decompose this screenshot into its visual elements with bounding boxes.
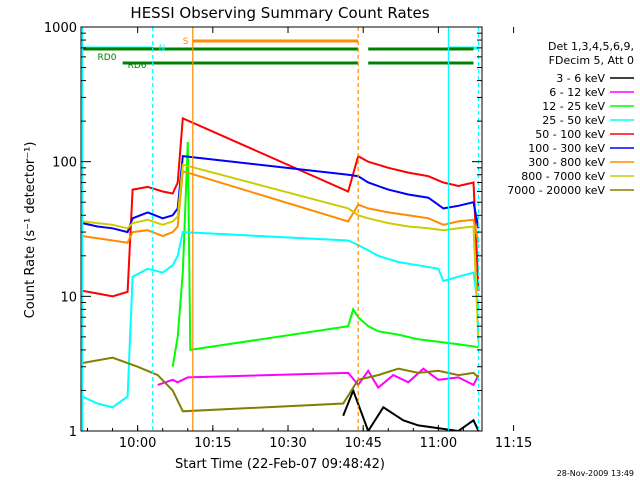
y-axis-label: Count Rate (s⁻¹ detector⁻¹) — [23, 142, 38, 319]
x-tick-label: 10:00 — [119, 436, 156, 451]
legend-label: 25 - 50 keV — [542, 114, 605, 127]
series-line — [342, 387, 480, 431]
legend-label: 50 - 100 keV — [535, 128, 605, 141]
series-line — [82, 116, 480, 298]
rd6-label: RD6 — [128, 61, 147, 71]
y-tick-label: 10 — [60, 290, 77, 305]
x-tick-label: 10:45 — [344, 436, 381, 451]
series-line — [82, 154, 480, 234]
legend-label: 6 - 12 keV — [549, 86, 605, 99]
legend: Det 1,3,4,5,6,9,FDecim 5, Att 0 3 - 6 keV… — [507, 40, 634, 197]
x-axis-label: Start Time (22-Feb-07 09:48:42) — [175, 457, 385, 472]
legend-label: 7000 - 20000 keV — [507, 184, 605, 197]
plot-marks: S N RD0 RD6 — [81, 27, 480, 431]
x-tick-label: 10:30 — [269, 436, 306, 451]
y-tick-label: 100 — [52, 156, 77, 171]
x-tick-label: 10:15 — [194, 436, 231, 451]
y-tick-label: 1000 — [44, 21, 77, 36]
legend-header: Det 1,3,4,5,6,9, — [548, 40, 634, 53]
y-axis: 1 10 100 1000 — [44, 21, 482, 440]
plot-frame — [80, 26, 483, 432]
legend-label: 12 - 25 keV — [542, 100, 605, 113]
legend-label: 300 - 800 keV — [528, 156, 605, 169]
legend-label: 100 - 300 keV — [528, 142, 605, 155]
series-line — [171, 141, 479, 367]
series-line — [82, 231, 480, 409]
series-line — [82, 163, 480, 344]
x-tick-label: 11:00 — [420, 436, 457, 451]
legend-label: 800 - 7000 keV — [521, 170, 605, 183]
series-line — [82, 169, 480, 244]
x-tick-label: 11:15 — [495, 436, 532, 451]
saa-label: S — [183, 37, 189, 47]
rd0-label: RD0 — [98, 53, 117, 63]
legend-header: FDecim 5, Att 0 — [549, 54, 634, 67]
night-label: N — [159, 44, 166, 54]
series-line — [82, 356, 480, 413]
chart-title: HESSI Observing Summary Count Rates — [130, 4, 429, 22]
x-axis: 10:00 10:15 10:30 10:45 11:00 11:15 — [87, 27, 532, 451]
footer-date: 28-Nov-2009 13:49 — [557, 469, 634, 478]
series-line — [157, 367, 480, 390]
y-tick-label: 1 — [69, 425, 77, 440]
legend-label: 3 - 6 keV — [556, 72, 605, 85]
